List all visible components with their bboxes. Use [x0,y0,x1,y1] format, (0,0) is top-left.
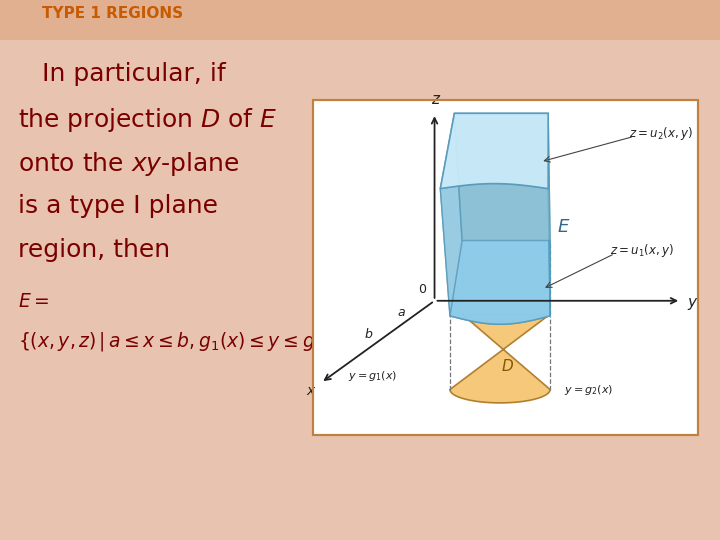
Polygon shape [548,113,550,316]
Text: $y = g_2(x)$: $y = g_2(x)$ [564,383,613,397]
Text: In particular, if: In particular, if [18,62,226,86]
Text: $b$: $b$ [364,327,373,341]
Text: $y$: $y$ [687,296,698,312]
Polygon shape [441,184,550,324]
Text: is a type I plane: is a type I plane [18,194,218,218]
Polygon shape [441,113,548,188]
Polygon shape [450,314,550,403]
Text: the projection $D$ of $E$: the projection $D$ of $E$ [18,106,277,134]
Text: $y = g_1(x)$: $y = g_1(x)$ [348,369,397,383]
Polygon shape [450,240,550,324]
Text: $\{(x, y, z)\,|\,a \leq x \leq b, g_1(x) \leq y \leq g_2(x), u_1(x, y) \leq z \l: $\{(x, y, z)\,|\,a \leq x \leq b, g_1(x)… [18,330,560,353]
Text: $a$: $a$ [397,306,405,319]
Text: $D$: $D$ [501,358,514,374]
Text: region, then: region, then [18,238,170,262]
Bar [313,100,698,435]
Text: $E =$: $E =$ [18,292,49,311]
Text: $z = u_1(x, y)$: $z = u_1(x, y)$ [610,242,674,259]
Text: $E$: $E$ [557,218,570,236]
Text: TYPE 1 REGIONS: TYPE 1 REGIONS [42,6,183,22]
Bar [313,100,698,435]
Polygon shape [454,113,550,240]
Text: $0$: $0$ [418,283,427,296]
Text: $x$: $x$ [307,384,317,398]
Bar [0,0,720,40]
Text: $z = u_2(x, y)$: $z = u_2(x, y)$ [629,125,693,142]
Text: onto the $xy$-plane: onto the $xy$-plane [18,150,240,178]
Polygon shape [441,113,462,316]
Text: $z$: $z$ [431,92,441,106]
